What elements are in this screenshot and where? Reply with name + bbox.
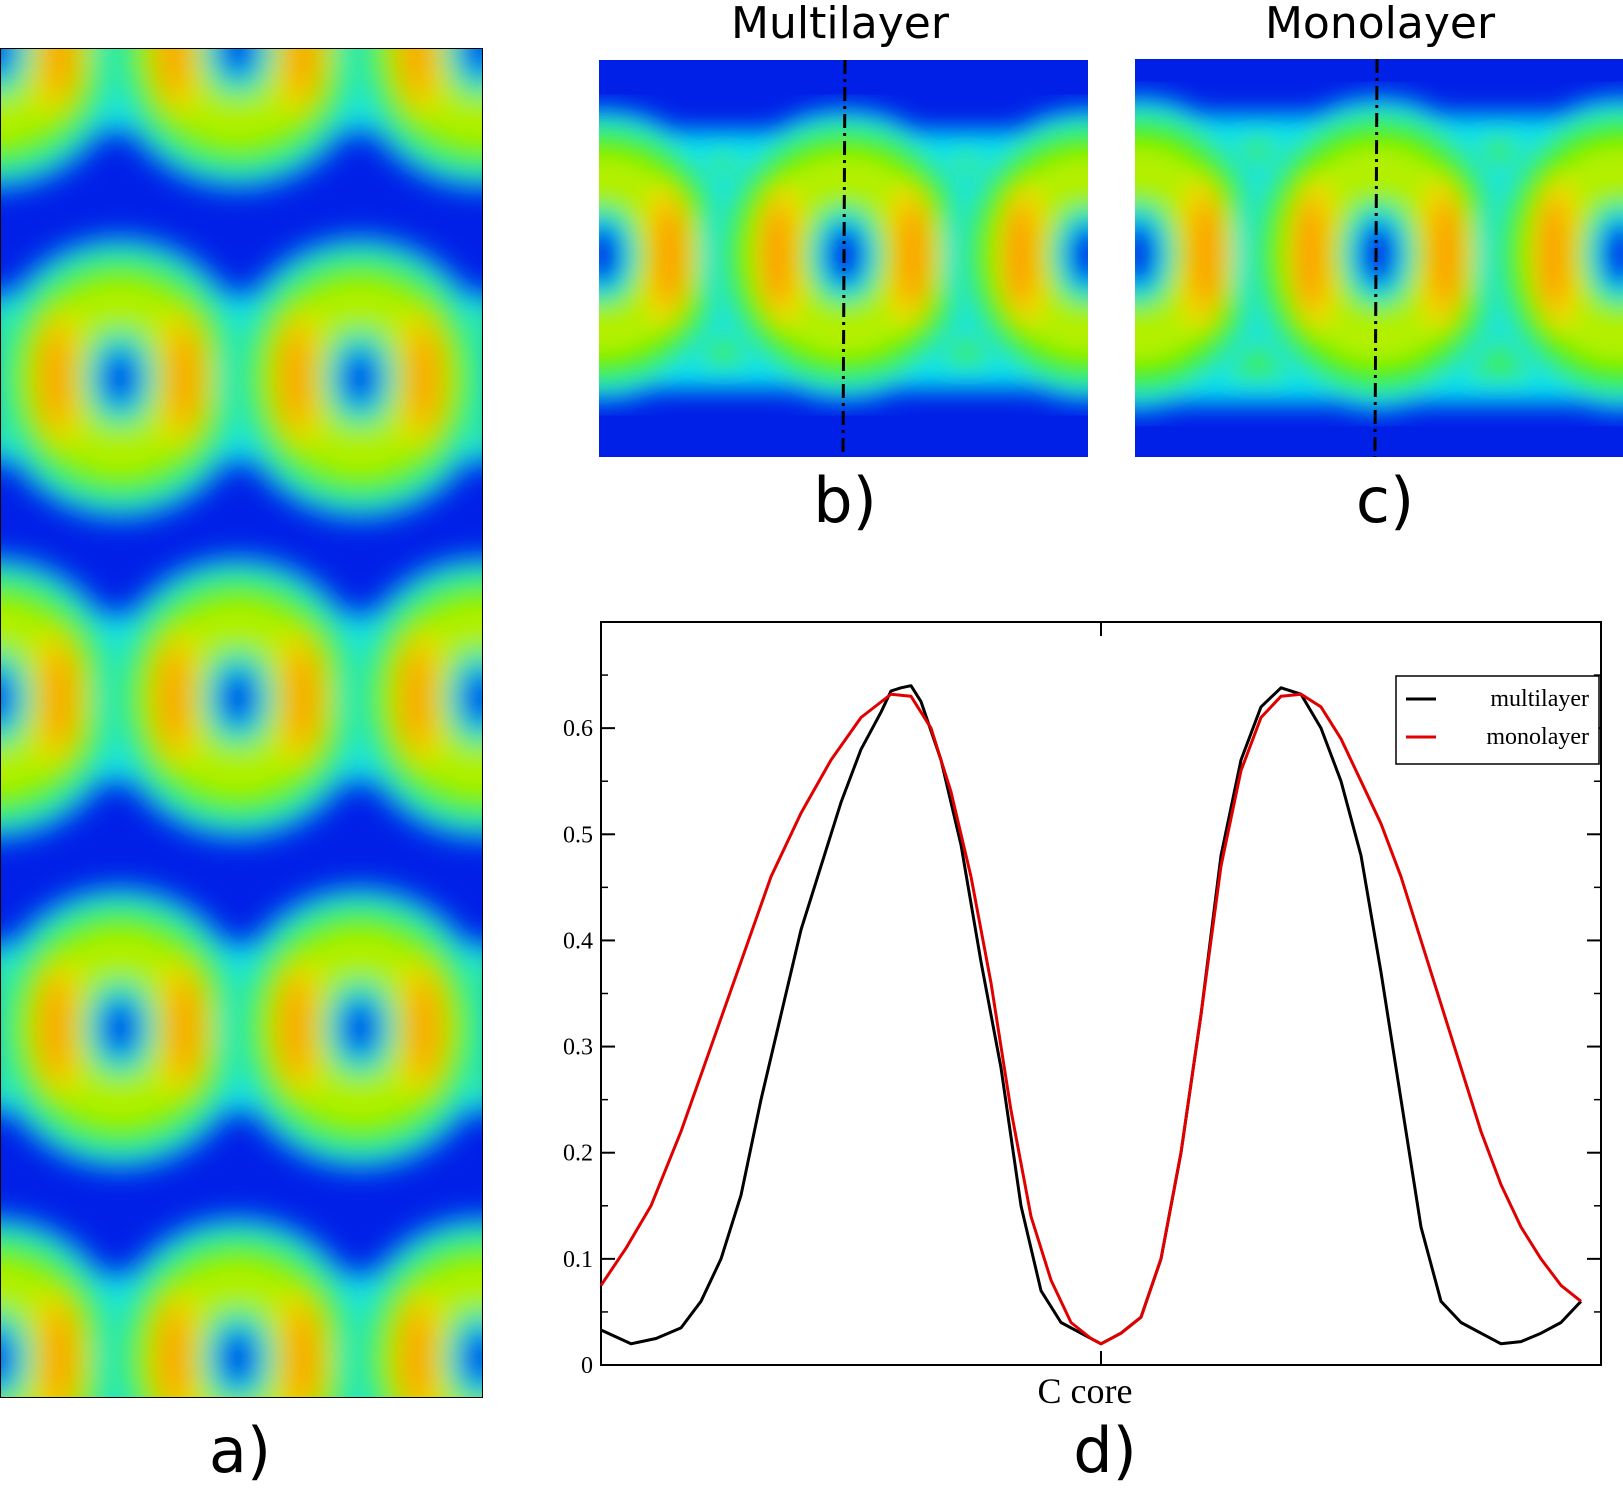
y-tick-label: 0.1 [563, 1247, 593, 1273]
panel-d-caption: d) [1073, 1414, 1137, 1487]
panel-c-title: Monolayer [1264, 0, 1496, 49]
ring-a-4-1 [103, 1218, 373, 1398]
panel-b-title: Multilayer [731, 0, 949, 49]
density-map-a [0, 48, 483, 1398]
legend-box [1395, 675, 1600, 765]
ring-a-0-2 [346, 48, 483, 188]
profile-chart: 0 0.1 0.2 0.3 0.4 0.5 0.6 C core multilayer mo… [563, 621, 1602, 1410]
legend: multilayer monolayer [1395, 675, 1600, 765]
y-tick-label: 0.2 [563, 1141, 593, 1167]
density-map-c [1135, 59, 1623, 457]
ring-b-0 [599, 109, 742, 401]
panel-b-caption: b) [813, 464, 877, 537]
ring-a-4-0 [0, 1218, 130, 1398]
legend-label-monolayer: monolayer [1486, 724, 1589, 750]
y-tick-label: 0.4 [563, 928, 593, 954]
profile-cut-line-b [841, 60, 847, 457]
panel-c-caption: c) [1355, 464, 1415, 537]
ring-c-2 [1481, 97, 1623, 411]
density-map-b [599, 60, 1088, 457]
panel-a-caption: a) [208, 1414, 272, 1487]
ring-a-2-1 [103, 558, 373, 838]
ring-b-2 [948, 109, 1088, 401]
y-tick-label: 0 [581, 1353, 593, 1379]
ring-b-1 [705, 109, 985, 401]
ring-a-0-0 [0, 48, 130, 188]
x-axis-label: C core [1038, 1371, 1133, 1410]
ring-a-1-1 [225, 238, 483, 518]
ring-a-0-1 [103, 48, 373, 188]
legend-label-multilayer: multilayer [1490, 686, 1589, 712]
y-tick-label: 0.6 [563, 716, 593, 742]
ring-a-4-2 [346, 1218, 483, 1398]
ring-c-1 [1238, 97, 1518, 411]
y-tick-label: 0.3 [563, 1035, 593, 1061]
y-tick-label: 0.5 [563, 822, 593, 848]
ring-a-3-1 [225, 888, 483, 1168]
series-line-monolayer [599, 692, 1582, 1346]
ring-c-0 [1135, 97, 1278, 411]
ring-a-1-0 [0, 238, 255, 518]
profile-cut-line-c [1373, 59, 1379, 457]
ring-a-3-0 [0, 888, 255, 1168]
ring-a-2-2 [346, 558, 483, 838]
ring-a-2-0 [0, 558, 130, 838]
